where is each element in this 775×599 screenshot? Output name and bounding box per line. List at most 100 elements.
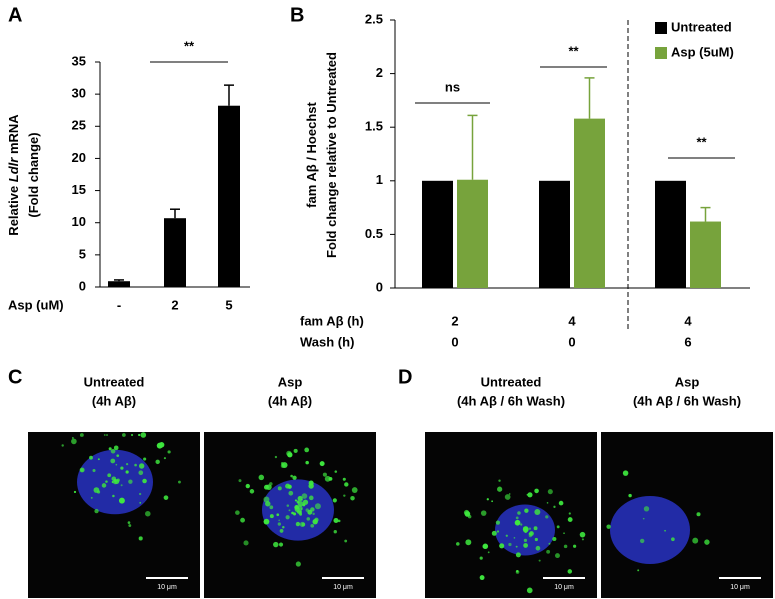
vesicle: [243, 540, 249, 546]
vesicle: [581, 538, 584, 541]
vesicle: [642, 517, 645, 520]
bar: [539, 180, 570, 288]
vesicle: [480, 510, 487, 516]
vesicle: [342, 477, 346, 481]
bar: [108, 281, 130, 287]
vesicle: [290, 474, 293, 478]
y-axis-label: Relative Ldlr mRNA (Fold change): [6, 114, 41, 236]
image-title: (4h Aβ / 6h Wash): [457, 393, 565, 408]
vesicle: [278, 519, 280, 522]
vesicle: [495, 520, 501, 525]
image-title: (4h Aβ): [268, 393, 312, 408]
vesicle: [130, 433, 134, 437]
vesicle: [314, 503, 321, 510]
vesicle: [696, 512, 701, 517]
image-title: Untreated: [84, 374, 145, 389]
scale-bar-label: 10 μm: [157, 584, 177, 591]
vesicle: [286, 504, 290, 507]
vesicle: [319, 461, 325, 467]
vesicle: [103, 434, 106, 436]
vesicle: [282, 525, 285, 529]
vesicle: [286, 450, 292, 457]
vesicle: [263, 518, 270, 525]
vesicle: [71, 438, 77, 445]
vesicle: [692, 537, 699, 544]
vesicle: [497, 486, 503, 492]
vesicle: [538, 559, 541, 562]
vesicle: [295, 521, 301, 527]
vesicle: [294, 499, 298, 502]
y-tick-label: 0.5: [365, 226, 383, 241]
vesicle: [178, 480, 181, 484]
vesicle: [120, 484, 123, 487]
y-axis-label-part: Ldlr: [6, 157, 21, 182]
x-tick-label: -: [117, 297, 121, 312]
vesicle: [122, 433, 126, 437]
vesicle: [547, 489, 553, 495]
vesicle: [108, 447, 112, 451]
y-axis-label-part: Relative: [6, 182, 21, 235]
image-title: Untreated: [481, 374, 542, 389]
vesicle: [307, 509, 313, 515]
y-tick-label: 0: [79, 278, 86, 293]
image-title: (4h Aβ): [92, 393, 136, 408]
vesicle: [128, 479, 133, 484]
y-axis-label-part: fam Aβ / Hoechst: [304, 101, 319, 207]
vesicle: [258, 474, 265, 481]
vesicle: [637, 569, 640, 572]
vesicle: [350, 495, 355, 501]
vesicle: [142, 478, 147, 484]
vesicle: [337, 519, 341, 523]
error-bar: [584, 77, 595, 119]
vesicle: [520, 523, 523, 526]
vesicle: [269, 482, 273, 486]
vesicle: [664, 529, 666, 532]
vesicle: [72, 437, 74, 439]
vesicle: [112, 494, 115, 498]
vesicle: [128, 524, 132, 527]
legend-label: Asp (5uM): [671, 44, 734, 59]
vesicle: [301, 522, 306, 527]
vesicle: [523, 538, 528, 543]
vesicle: [606, 524, 611, 529]
vesicle: [643, 506, 650, 512]
bar: [422, 180, 453, 288]
vesicle: [145, 510, 151, 517]
vesicle: [534, 508, 541, 515]
vesicle: [118, 497, 125, 504]
image-title: Asp: [675, 374, 700, 389]
vesicle: [514, 519, 521, 526]
vesicle: [274, 455, 278, 459]
vesicle: [273, 541, 279, 548]
y-tick-label: 25: [72, 118, 86, 133]
vesicle: [61, 444, 64, 447]
y-tick-label: 10: [72, 214, 86, 229]
vesicle: [534, 537, 538, 542]
vesicle: [292, 512, 297, 516]
vesicle: [107, 473, 112, 478]
vesicle: [517, 511, 521, 515]
vesicle: [297, 500, 304, 507]
vesicle: [79, 433, 84, 437]
error-bar: [114, 279, 124, 282]
vesicle: [333, 517, 339, 523]
error-bar: [224, 84, 234, 106]
vesicle: [125, 462, 129, 466]
vesicle: [548, 542, 551, 545]
x-row-label: Wash (h): [300, 334, 354, 349]
vesicle: [97, 458, 100, 461]
vesicle: [106, 434, 108, 436]
vesicle: [312, 512, 315, 516]
vesicle: [508, 542, 512, 547]
vesicle: [628, 493, 632, 498]
y-axis-label-part: Fold change relative to Untreated: [324, 52, 339, 258]
vesicle: [546, 549, 551, 554]
vesicle: [479, 556, 483, 560]
nucleus: [610, 496, 690, 564]
vesicle: [526, 587, 533, 594]
vesicle: [105, 480, 108, 483]
vesicle: [90, 496, 93, 499]
vesicle: [263, 496, 270, 503]
vesicle: [704, 539, 710, 545]
